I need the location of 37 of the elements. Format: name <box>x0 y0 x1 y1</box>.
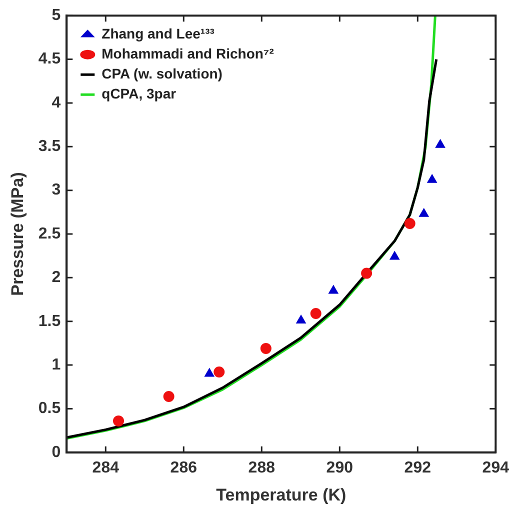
point <box>328 285 338 294</box>
point <box>260 342 272 354</box>
legend-label: Mohammadi and Richon⁷² <box>102 45 274 62</box>
y-tick-label: 1.5 <box>38 312 61 330</box>
y-tick-label: 2 <box>52 269 61 286</box>
y-tick-label: 2.5 <box>38 225 61 242</box>
legend-label: qCPA, 3par <box>102 85 177 102</box>
point <box>419 208 429 217</box>
point <box>163 390 174 402</box>
legend-label: CPA (w. solvation) <box>102 65 222 82</box>
x-tick-label: 294 <box>482 459 510 476</box>
y-axis-title: Pressure (MPa) <box>8 172 27 296</box>
y-tick-label: 1 <box>52 356 61 374</box>
y-tick-label: 4 <box>52 94 61 112</box>
point <box>204 368 214 377</box>
x-tick-label: 286 <box>170 459 198 476</box>
point <box>390 251 400 260</box>
point <box>427 174 437 183</box>
y-tick-label: 5 <box>52 7 61 24</box>
x-tick-label: 292 <box>404 459 432 476</box>
point <box>361 268 372 279</box>
y-tick-label: 4.5 <box>38 50 61 68</box>
x-tick-label: 284 <box>92 459 120 476</box>
point <box>214 366 225 378</box>
x-tick-label: 288 <box>248 459 276 476</box>
point <box>310 308 322 319</box>
x-tick-label: 290 <box>326 459 354 476</box>
point <box>404 218 416 230</box>
point <box>296 314 306 324</box>
legend-label: Zhang and Lee¹³³ <box>102 25 215 42</box>
point <box>435 139 446 148</box>
y-tick-label: 0.5 <box>38 400 61 418</box>
y-tick-label: 0 <box>52 444 61 461</box>
point <box>113 415 124 426</box>
x-axis-title: Temperature (K) <box>216 485 346 504</box>
y-tick-label: 3 <box>52 182 61 199</box>
y-tick-label: 3.5 <box>38 138 61 156</box>
